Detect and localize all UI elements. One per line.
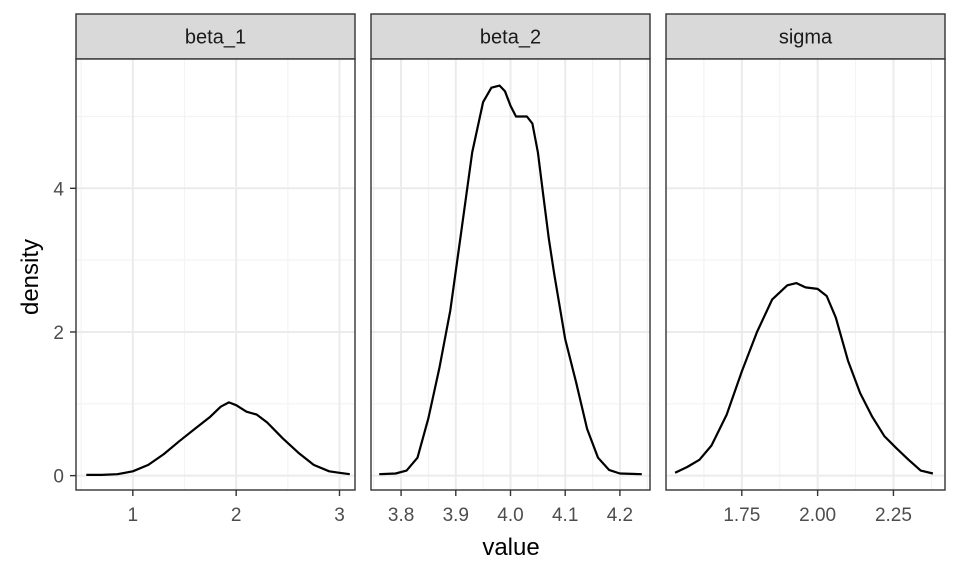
facet-strip-label: beta_1	[185, 27, 246, 49]
x-tick-label: 3.8	[388, 505, 414, 526]
facet-panels: beta_1 1 2 3 beta_2 3.8 3.9 4.0 4.1 4.2 sigma 1.75 2…	[75, 13, 946, 526]
panel-border	[75, 58, 356, 491]
y-tick-label: 4	[53, 179, 64, 200]
facet-strip	[75, 13, 356, 60]
y-axis: 0 2 4	[53, 179, 76, 488]
y-tick-label: 0	[53, 467, 64, 488]
panel-background	[76, 59, 355, 490]
facet-strip-label: sigma	[779, 27, 833, 49]
x-tick-label: 3.9	[443, 505, 469, 526]
panel-border	[665, 58, 946, 491]
x-tick-label: 1	[128, 505, 139, 526]
x-tick-label: 3	[334, 505, 345, 526]
y-axis-title: density	[17, 239, 44, 315]
density-line-sigma	[674, 282, 934, 475]
facet-strip-label: beta_2	[480, 27, 541, 49]
x-axis-title: value	[482, 534, 539, 561]
density-line-beta_2	[379, 84, 642, 476]
x-tick-label: 2.00	[799, 505, 836, 526]
y-tick-label: 2	[53, 323, 64, 344]
x-tick-label: 4.0	[497, 505, 523, 526]
facet-beta_2: beta_2 3.8 3.9 4.0 4.1 4.2	[370, 13, 651, 526]
density-line-beta_1	[86, 401, 350, 476]
x-tick-label: 2	[231, 505, 242, 526]
facet-beta_1: beta_1 1 2 3	[75, 13, 356, 526]
x-tick-label: 1.75	[723, 505, 760, 526]
x-tick-label: 2.25	[875, 505, 912, 526]
x-tick-label: 4.1	[552, 505, 578, 526]
panel-background	[666, 59, 945, 490]
x-tick-label: 4.2	[607, 505, 633, 526]
facet-strip	[370, 13, 651, 60]
facet-sigma: sigma 1.75 2.00 2.25	[665, 13, 946, 526]
